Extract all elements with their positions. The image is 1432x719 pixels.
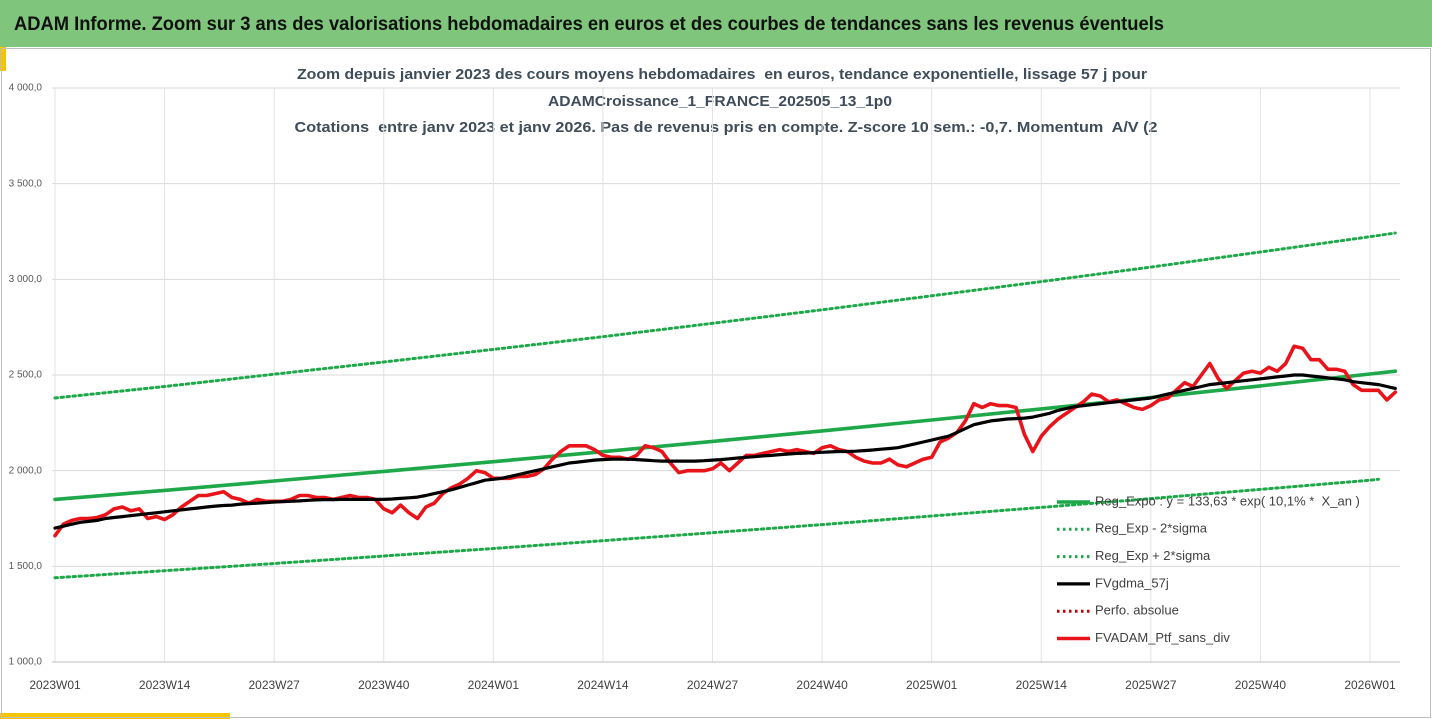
- x-tick-label: 2024W01: [468, 678, 520, 692]
- x-tick-label: 2025W01: [906, 678, 958, 692]
- legend-label: FVgdma_57j: [1095, 575, 1169, 590]
- chart-title: Cotations entre janv 2023 et janv 2026. …: [295, 119, 1158, 136]
- chart-frame: [1, 48, 1431, 718]
- legend-label: Reg_Exp - 2*sigma: [1095, 521, 1208, 536]
- y-tick-label: 2 000,0: [9, 465, 43, 476]
- x-tick-label: 2023W01: [29, 678, 81, 692]
- x-tick-label: 2025W40: [1235, 678, 1287, 692]
- accent: [0, 713, 230, 719]
- series-line: [53, 373, 1397, 530]
- y-tick-label: 4 000,0: [9, 83, 43, 94]
- header-bar: [0, 0, 1432, 47]
- series-line: [53, 477, 1380, 580]
- header-title: ADAM Informe. Zoom sur 3 ans des valoris…: [14, 14, 1164, 35]
- x-tick-label: 2024W40: [796, 678, 848, 692]
- x-tick-label: 2023W40: [358, 678, 410, 692]
- y-tick-label: 3 000,0: [9, 274, 43, 285]
- x-tick-label: 2025W27: [1125, 678, 1177, 692]
- x-tick-label: 2023W27: [248, 678, 300, 692]
- x-tick-label: 2026W01: [1344, 678, 1396, 692]
- y-tick-label: 1 000,0: [9, 657, 43, 668]
- x-tick-label: 2024W14: [577, 678, 629, 692]
- legend-label: Reg_Expo : y = 133,63 * exp( 10,1% * X_a…: [1095, 493, 1360, 508]
- accent: [0, 47, 6, 71]
- y-tick-label: 2 500,0: [9, 370, 43, 381]
- x-tick-label: 2025W14: [1016, 678, 1068, 692]
- legend-label: Perfo. absolue: [1095, 603, 1179, 618]
- y-tick-label: 3 500,0: [9, 178, 43, 189]
- chart-title: ADAMCroissance_1_FRANCE_202505_13_1p0: [548, 93, 892, 110]
- series-line: [53, 369, 1398, 502]
- x-tick-label: 2024W27: [687, 678, 739, 692]
- y-tick-label: 1 500,0: [9, 561, 43, 572]
- series-line: [53, 231, 1397, 400]
- legend-label: Reg_Exp + 2*sigma: [1095, 548, 1211, 563]
- legend-label: FVADAM_Ptf_sans_div: [1095, 630, 1230, 645]
- x-tick-label: 2023W14: [139, 678, 191, 692]
- chart-title: Zoom depuis janvier 2023 des cours moyen…: [297, 66, 1147, 83]
